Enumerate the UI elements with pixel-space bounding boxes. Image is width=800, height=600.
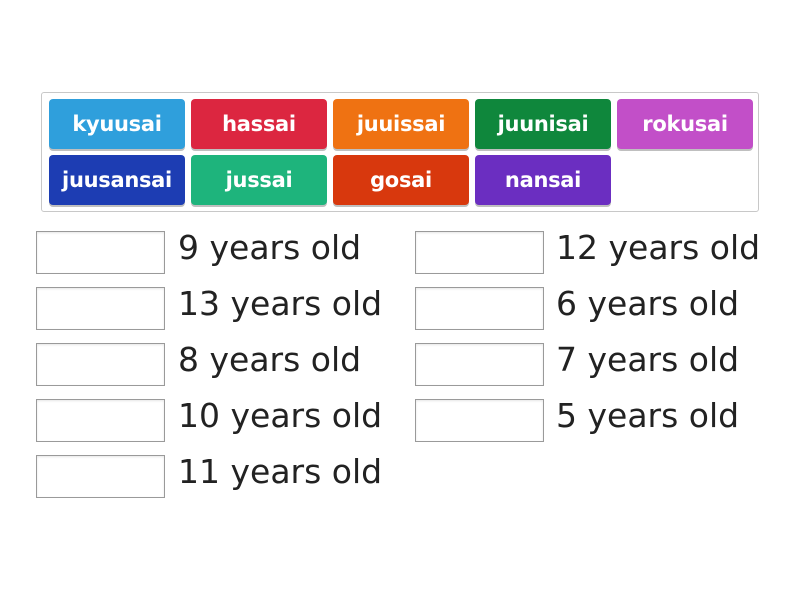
drop-box[interactable] [36, 455, 165, 498]
answer-tile[interactable]: rokusai [617, 99, 753, 149]
answer-tile[interactable]: hassai [191, 99, 327, 149]
drop-box[interactable] [415, 399, 544, 442]
drop-box[interactable] [415, 231, 544, 274]
drop-box[interactable] [36, 399, 165, 442]
answer-tile[interactable]: juusansai [49, 155, 185, 205]
drop-box[interactable] [36, 287, 165, 330]
drop-box[interactable] [36, 231, 165, 274]
target-label: 7 years old [556, 340, 740, 379]
target-label: 13 years old [178, 284, 383, 323]
answer-tile[interactable]: juuissai [333, 99, 469, 149]
target-label: 11 years old [178, 452, 383, 491]
tile-tray [41, 92, 759, 212]
answer-tile[interactable]: juunisai [475, 99, 611, 149]
answer-tile[interactable]: kyuusai [49, 99, 185, 149]
target-label: 6 years old [556, 284, 740, 323]
answer-tile[interactable]: nansai [475, 155, 611, 205]
drop-box[interactable] [415, 343, 544, 386]
answer-tile[interactable]: jussai [191, 155, 327, 205]
target-label: 5 years old [556, 396, 740, 435]
target-label: 12 years old [556, 228, 761, 267]
drop-box[interactable] [36, 343, 165, 386]
target-label: 9 years old [178, 228, 362, 267]
target-label: 8 years old [178, 340, 362, 379]
drop-box[interactable] [415, 287, 544, 330]
target-label: 10 years old [178, 396, 383, 435]
answer-tile[interactable]: gosai [333, 155, 469, 205]
